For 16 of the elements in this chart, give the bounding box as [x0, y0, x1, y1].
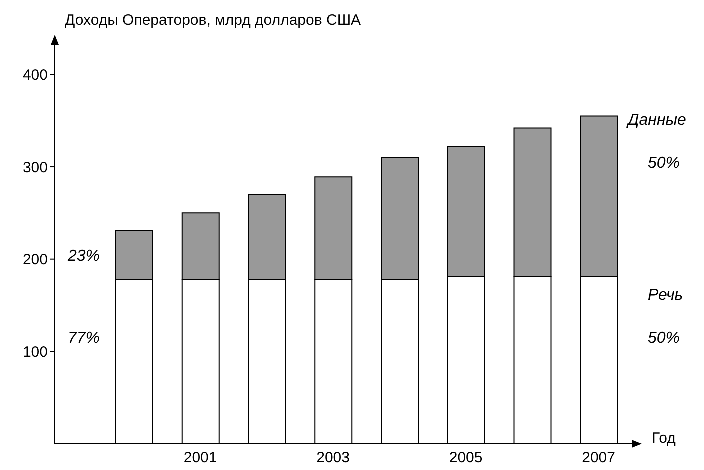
annotation: 77%	[68, 330, 100, 348]
series-label: Речь	[648, 287, 684, 305]
x-axis-title: Год	[652, 430, 676, 447]
annotation: 23%	[68, 248, 100, 266]
text: 50%	[648, 330, 680, 348]
y-tick-label: 100	[22, 344, 48, 361]
text: 50%	[648, 155, 680, 173]
y-axis-title: Доходы Операторов, млрд долларов США	[65, 12, 362, 29]
y-tick-label: 400	[22, 67, 48, 84]
x-tick-label: 2005	[449, 450, 483, 467]
y-tick-label: 200	[22, 252, 48, 269]
x-tick-label: 2003	[316, 450, 350, 467]
x-tick-label: 2001	[184, 450, 218, 467]
series-label: Данные	[628, 112, 686, 130]
y-tick-label: 300	[22, 159, 48, 176]
x-tick-label: 2007	[582, 450, 616, 467]
